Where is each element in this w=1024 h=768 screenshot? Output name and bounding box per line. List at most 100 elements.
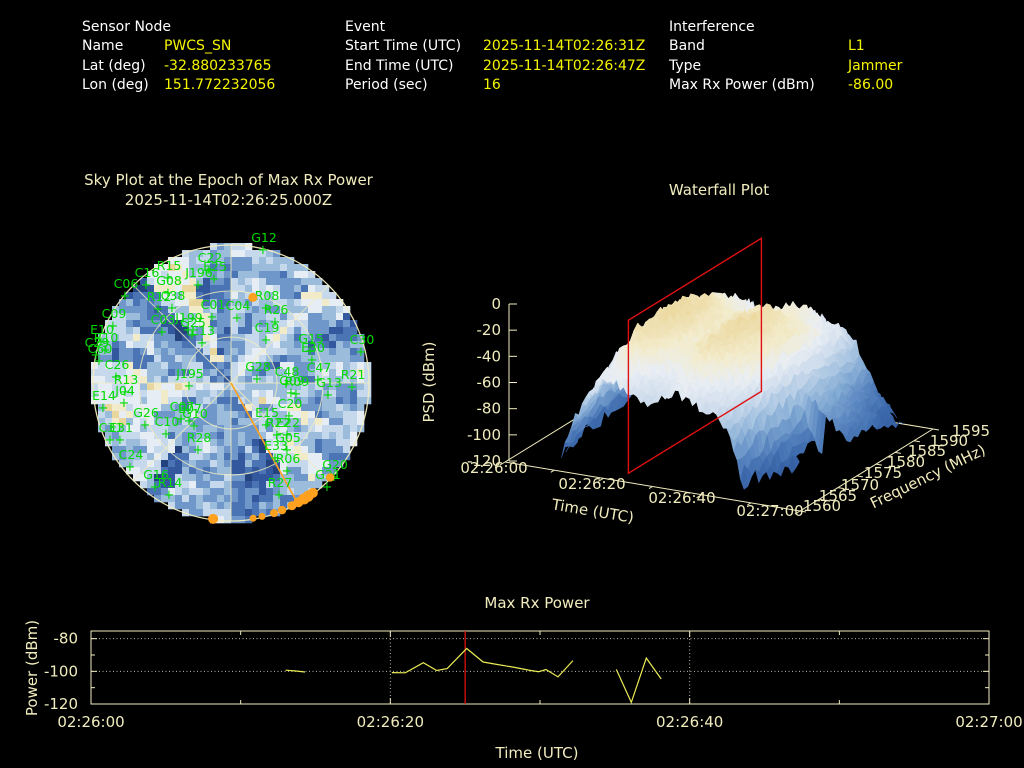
satellite-marker: + xyxy=(94,354,105,369)
satellite-label: G28 xyxy=(245,359,271,374)
satellite-label: G15 xyxy=(298,331,324,346)
psd-tick-label: -40 xyxy=(477,347,502,365)
interference-section: Interference Band L1 Type Jammer Max Rx Po… xyxy=(669,18,902,95)
power-chart-title: Max Rx Power xyxy=(484,594,590,612)
psd-tick-label: -80 xyxy=(477,400,502,418)
satellite-label: C38 xyxy=(161,288,186,303)
satellite-marker: + xyxy=(270,451,281,466)
satellite-marker: + xyxy=(209,272,220,287)
doa-dot xyxy=(208,513,219,524)
satellite-label: C04 xyxy=(226,298,251,313)
satellite-marker: + xyxy=(207,310,218,325)
psd-tick-label: -60 xyxy=(477,374,502,392)
max-rx-power-trace xyxy=(615,656,662,705)
satellite-marker: + xyxy=(282,428,293,443)
interference-title: Interference xyxy=(669,19,755,35)
satellite-label: G05 xyxy=(275,430,301,445)
freq-tick-label: 1580 xyxy=(887,453,925,471)
doa-dot xyxy=(307,487,318,498)
power-chart-xlabel: Time (UTC) xyxy=(495,744,579,762)
satellite-marker: + xyxy=(120,289,131,304)
waterfall-plot: 0 -20 -40 -60 -80 -100 -120 PSD (dBm) 02:26:00 02… xyxy=(420,237,990,527)
satellite-marker: + xyxy=(307,353,318,368)
satellite-marker: + xyxy=(164,488,175,503)
freq-tick-label: 1575 xyxy=(864,464,902,482)
time-tick-label: 02:26:40 xyxy=(656,713,723,731)
satellite-marker: + xyxy=(284,409,295,424)
satellite-label: C20 xyxy=(278,396,303,411)
sky-plot-title-line1: Sky Plot at the Epoch of Max Rx Power xyxy=(84,171,373,189)
satellite-marker: + xyxy=(347,380,358,395)
satellite-label: R12 xyxy=(147,289,172,304)
satellite-marker: + xyxy=(261,301,272,316)
satellite-marker: + xyxy=(197,336,208,351)
sky-plot-title-line2: 2025-11-14T02:26:25.000Z xyxy=(124,190,333,209)
satellite-label: R14 xyxy=(158,475,183,490)
satellite-label: R13 xyxy=(114,372,139,387)
satellite-marker: + xyxy=(184,379,195,394)
satellite-marker: + xyxy=(163,271,174,286)
max-rx-power-trace xyxy=(285,669,306,673)
waterfall-title: Waterfall Plot xyxy=(668,181,770,199)
satellite-marker: + xyxy=(100,343,111,358)
power-tick-label: -100 xyxy=(44,662,78,680)
satellite-label: C30 xyxy=(350,332,375,347)
psd-tick-label: -20 xyxy=(477,321,502,339)
satellite-label: C09 xyxy=(102,306,127,321)
sensor-node-section: Sensor Node Name PWCS_SN Lat (deg) -32.880… xyxy=(82,18,275,95)
sensor-name-value: PWCS_SN xyxy=(164,38,232,55)
satellite-label: J199 xyxy=(174,310,203,325)
time-axis-label: Time (UTC) xyxy=(549,495,635,527)
freq-tick-label: 1560 xyxy=(803,497,841,515)
satellite-marker: + xyxy=(108,319,119,334)
satellite-label: C24 xyxy=(119,447,144,462)
satellite-marker: + xyxy=(204,263,215,278)
satellite-marker: + xyxy=(150,480,161,495)
interference-type-value: Jammer xyxy=(848,57,903,74)
satellite-label: E13 xyxy=(191,323,215,338)
satellite-marker: + xyxy=(119,396,130,411)
event-period-value: 16 xyxy=(483,76,501,93)
satellite-label: C29 xyxy=(85,335,109,350)
sensor-lon-value: 151.772232056 xyxy=(164,76,276,93)
satellite-label: E07 xyxy=(178,401,202,416)
time-tick-label: 02:27:00 xyxy=(736,502,803,520)
satellite-label: R08 xyxy=(255,288,280,303)
satellite-label: C10 xyxy=(155,414,180,429)
satellite-label: C60 xyxy=(88,341,113,356)
freq-tick-label: 1585 xyxy=(908,442,946,460)
satellite-label: C26 xyxy=(105,357,130,372)
satellite-marker: + xyxy=(313,373,324,388)
satellite-label: G26 xyxy=(133,405,159,420)
satellite-label: G16 xyxy=(143,467,169,482)
freq-tick-label: 1565 xyxy=(819,487,857,505)
satellite-label: G09 xyxy=(279,373,305,388)
doa-dot xyxy=(270,509,279,518)
satellite-marker: + xyxy=(98,401,109,416)
psd-tick-label: -120 xyxy=(467,452,501,470)
time-tick-label: 02:26:20 xyxy=(558,475,625,493)
satellite-label: G08 xyxy=(156,273,182,288)
satellite-marker: + xyxy=(176,412,187,427)
satellite-marker: + xyxy=(140,418,151,433)
satellite-label: C31 xyxy=(99,420,124,435)
sensor-lat-label: Lat (deg) xyxy=(82,57,146,74)
time-tick-label: 02:26:00 xyxy=(460,459,527,477)
time-tick-label: 02:27:00 xyxy=(955,713,1022,731)
satellite-marker: + xyxy=(291,387,302,402)
satellite-label: E33 xyxy=(264,438,288,453)
satellite-marker: + xyxy=(120,385,131,400)
sky-plot: +G12+C22+E25+J196+R15+C16+C06+G08+R12+C3… xyxy=(85,230,375,524)
satellite-marker: + xyxy=(161,427,172,442)
satellite-label: C22 xyxy=(198,250,223,265)
satellite-label: G12 xyxy=(251,230,277,245)
satellite-label: E31 xyxy=(109,420,133,435)
satellite-marker: + xyxy=(163,286,174,301)
satellite-marker: + xyxy=(272,428,283,443)
interference-maxpower-label: Max Rx Power (dBm) xyxy=(669,76,815,93)
event-section: Event Start Time (UTC) 2025-11-14T02:26:3… xyxy=(345,18,645,95)
time-tick-label: 02:26:40 xyxy=(648,489,715,507)
satellite-label: C47 xyxy=(307,360,332,375)
